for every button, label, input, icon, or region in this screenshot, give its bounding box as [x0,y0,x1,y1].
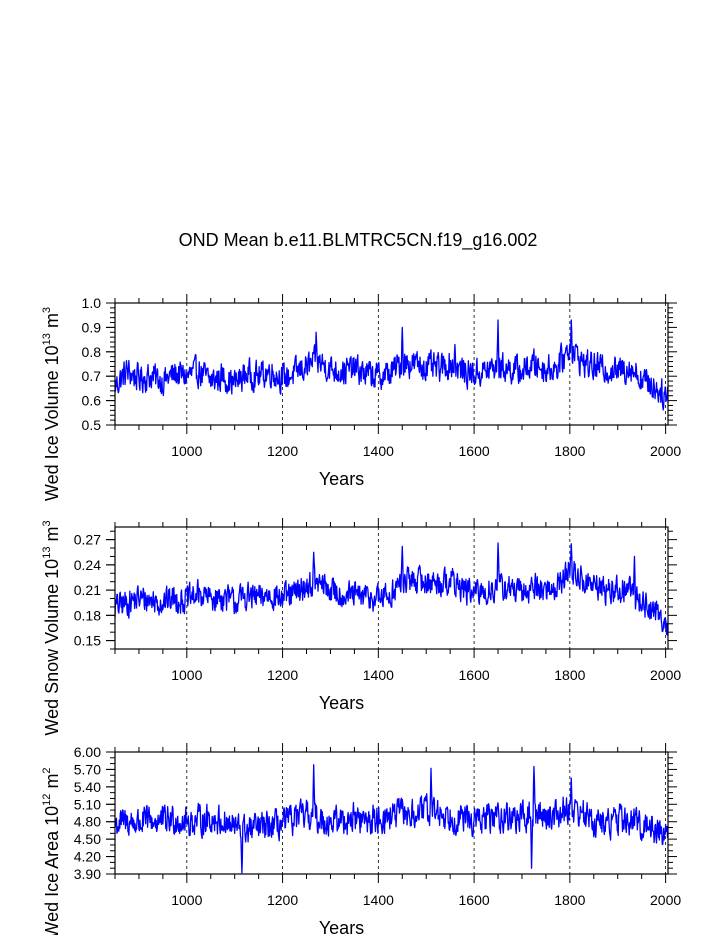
ice-area-plot-frame [114,751,669,875]
ice-area-y-tick-label: 3.90 [74,866,101,882]
ice-volume-y-tick-label: 0.5 [82,417,102,433]
ice-area-x-tick-label: 1200 [267,892,298,908]
ice-volume-x-tick-label: 1200 [267,443,298,459]
snow-volume-y-axis-label: Wed Snow Volume 1013 m3 [41,520,62,735]
ice-area-y-axis-label: Wed Ice Area 1012 m2 [41,767,62,935]
snow-volume-x-tick-label: 1800 [554,667,585,683]
snow-volume-series-line [114,542,669,636]
snow-volume-x-tick-label: 1400 [363,667,394,683]
ice-volume-panel: 1000 1200 1400 1600 1800 2000 0.5 0.6 0.7 0.8 0.9 1… [41,294,681,501]
ice-volume-y-tick-label: 0.7 [82,368,102,384]
ice-area-x-tick-label: 1600 [459,892,490,908]
ice-volume-x-tick-label: 1400 [363,443,394,459]
snow-volume-y-tick-label: 0.21 [74,582,101,598]
ice-area-series-line [114,764,669,874]
ice-volume-y-axis-label: Wed Ice Volume 1013 m3 [41,307,62,501]
snow-volume-plot-frame [114,526,669,650]
ice-volume-y-tick-label: 0.6 [82,393,102,409]
ice-volume-plot-frame [114,302,669,426]
ice-volume-x-tick-label: 1600 [459,443,490,459]
ice-area-y-tick-label: 5.70 [74,761,101,777]
ice-volume-x-axis-label: Years [319,469,364,489]
ice-area-y-tick-label: 4.20 [74,849,101,865]
ice-volume-series-line [114,319,669,411]
ice-area-x-tick-label: 1800 [554,892,585,908]
ice-volume-y-tick-label: 1.0 [82,295,102,311]
snow-volume-y-tick-label: 0.15 [74,633,101,649]
ice-area-x-tick-label: 2000 [650,892,681,908]
ice-area-x-axis-label: Years [319,918,364,935]
ice-volume-x-tick-label: 2000 [650,443,681,459]
ice-area-x-tick-label: 1000 [171,892,202,908]
snow-volume-y-tick-label: 0.24 [74,557,101,573]
ice-area-y-tick-label: 5.40 [74,779,101,795]
snow-volume-x-tick-label: 2000 [650,667,681,683]
chart-title: OND Mean b.e11.BLMTRC5CN.f19_g16.002 [179,230,538,251]
snow-volume-x-tick-label: 1000 [171,667,202,683]
snow-volume-x-tick-label: 1600 [459,667,490,683]
snow-volume-x-tick-label: 1200 [267,667,298,683]
ice-area-panel: 1000 1200 1400 1600 1800 2000 3.904.20 4.504.80… [41,743,681,935]
snow-volume-x-axis-label: Years [319,693,364,713]
ice-area-y-tick-label: 5.10 [74,796,101,812]
snow-volume-y-tick-label: 0.18 [74,607,101,623]
snow-volume-y-tick-label: 0.27 [74,532,101,548]
ice-area-y-tick-label: 6.00 [74,744,101,760]
ice-area-x-tick-label: 1400 [363,892,394,908]
ice-area-y-tick-label: 4.50 [74,831,101,847]
ice-volume-x-tick-label: 1000 [171,443,202,459]
ice-volume-x-tick-label: 1800 [554,443,585,459]
ice-volume-y-tick-label: 0.8 [82,344,102,360]
snow-volume-panel: 1000 1200 1400 1600 1800 2000 0.15 0.18 0.21 0.24… [41,518,681,736]
ice-area-y-tick-label: 4.80 [74,814,101,830]
ice-volume-y-tick-label: 0.9 [82,319,102,335]
